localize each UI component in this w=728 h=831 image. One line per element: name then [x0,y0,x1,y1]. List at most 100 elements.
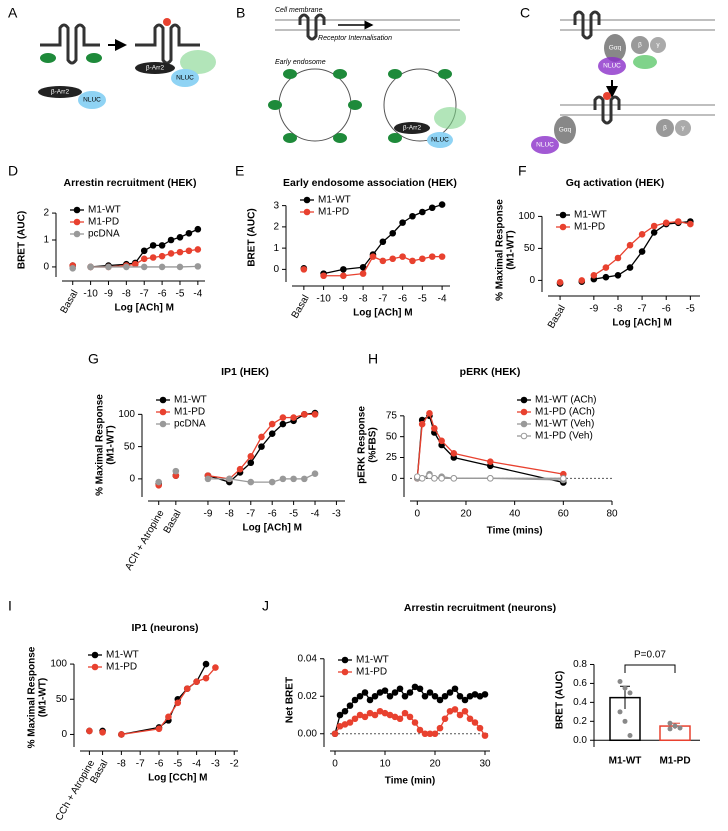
marker [438,253,446,260]
marker [416,726,424,734]
y-axis-label: BRET (AUC) [17,211,28,269]
marker [438,437,445,445]
marker [149,242,157,249]
y-tick-label: 2 [273,222,279,233]
marker [556,279,564,286]
marker [247,459,255,467]
point [667,726,673,732]
legend-label: pcDNA [174,419,206,430]
g-alpha [554,116,576,144]
x-tick-label: -8 [225,509,234,520]
marker [301,475,308,483]
marker [451,706,459,713]
point [622,685,628,691]
marker [391,689,399,696]
marker [396,715,404,723]
x-tick-label: CCh + Atropine [54,758,98,823]
panel-letter: J [262,598,269,614]
marker [602,264,610,271]
marker [202,660,210,668]
y-axis-label: BRET (AUC) [247,208,258,266]
marker [311,411,319,418]
marker [614,271,622,279]
receptor [40,23,100,65]
marker [386,692,394,700]
y-tick-label: 50 [386,431,398,442]
phospho [163,18,171,26]
marker [441,715,449,723]
marker [371,692,379,700]
phospho [603,92,611,100]
marker [650,222,658,230]
x-tick-label: -7 [638,304,647,315]
marker [471,719,479,726]
marker [674,218,682,225]
y-tick-label: 0.4 [573,697,587,708]
marker [461,707,469,715]
marker [268,430,276,438]
marker [356,692,364,700]
nluc [427,132,453,148]
legend-label: M1-PD [318,207,349,218]
y-axis-label: (%FBS) [368,427,379,463]
x-tick-label: -9 [204,509,213,520]
y-tick-label: 0 [61,729,67,740]
diagram-text: Receptor Internalisation [318,35,392,42]
receptor [298,13,326,41]
diagram-text: β-Arr2 [51,89,70,96]
x-tick-label: ACh + Atropine [123,508,167,572]
marker [176,234,184,241]
marker [399,253,406,260]
marker [379,238,387,246]
series-segment [416,424,423,479]
marker [158,242,166,249]
marker [361,689,369,696]
arrestin [38,86,82,98]
marker [226,475,233,483]
marker [140,255,148,263]
x-tick-label: 30 [479,759,491,770]
marker [416,685,424,693]
panel-letter: B [236,5,245,21]
legend-label: M1-PD [106,662,137,673]
marker [481,691,489,698]
marker [172,467,180,475]
point [672,723,678,729]
marker [268,478,276,486]
marker [185,229,193,237]
marker [560,475,567,482]
chart-title: Arrestin recruitment (neurons) [404,602,556,614]
x-tick-label: -8 [614,304,623,315]
marker [428,204,436,212]
x-tick-label: -6 [398,294,407,305]
diagram-text: β [663,125,667,132]
x-tick-label: -6 [268,509,277,520]
x-tick-label: 20 [460,509,472,520]
marker [123,263,130,271]
x-tick-label: -7 [140,289,149,300]
marker [428,253,436,260]
glow [180,50,216,74]
marker [336,711,344,719]
marker [193,678,200,685]
marker [590,271,598,279]
nluc [171,69,199,87]
legend-marker [520,420,528,428]
panel-letter: G [88,351,99,367]
marker [194,263,202,270]
diagram-text: NLUC [603,63,621,70]
y-tick-label: 0.04 [298,653,318,664]
g-beta [631,36,649,54]
g-beta [656,119,674,137]
point [677,725,683,731]
x-tick-label: -5 [686,304,695,315]
legend-label: M1-PD (Veh) [535,431,593,442]
diagram-text: Cell membrane [275,7,323,14]
endosome [278,68,352,142]
nluc [531,136,559,154]
series-segment [490,461,564,475]
marker [451,685,459,693]
point [627,690,633,696]
x-tick-label: -10 [316,294,331,305]
receptor [573,10,601,40]
